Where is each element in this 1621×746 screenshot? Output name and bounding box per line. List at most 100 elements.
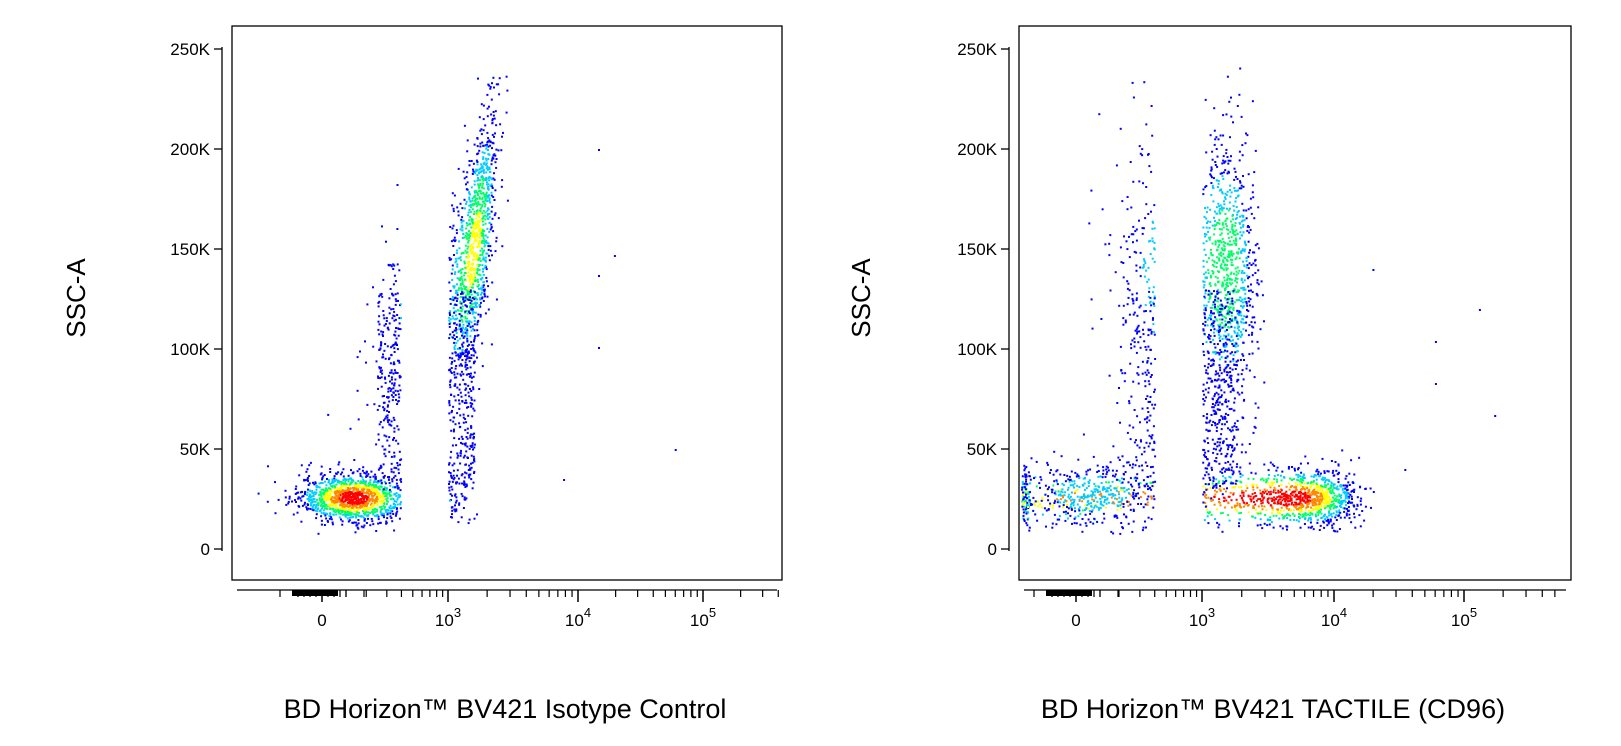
event-dot <box>483 266 486 269</box>
event-dot <box>1214 240 1217 243</box>
event-dot <box>452 307 455 310</box>
event-dot <box>1141 148 1144 151</box>
event-dot <box>1249 206 1252 209</box>
event-dot <box>465 320 467 323</box>
event-dot <box>287 502 290 505</box>
event-dot <box>1261 294 1264 297</box>
event-dot <box>1289 514 1292 517</box>
event-dot <box>344 504 347 507</box>
event-dot <box>482 215 485 218</box>
event-dot <box>1256 281 1259 284</box>
event-dot <box>382 492 385 495</box>
event-dot <box>1322 521 1325 524</box>
event-dot <box>475 255 478 258</box>
event-dot <box>456 265 459 268</box>
event-dot <box>377 438 380 441</box>
event-dot <box>348 485 351 488</box>
event-dot <box>312 498 315 500</box>
event-dot <box>1241 281 1244 284</box>
event-dot <box>1349 501 1352 504</box>
event-dot <box>476 211 479 213</box>
event-dot <box>371 503 374 506</box>
event-dot <box>464 383 467 386</box>
event-dot <box>465 175 468 178</box>
outlier-dot <box>674 449 677 451</box>
event-dot <box>478 171 481 174</box>
event-dot <box>1303 523 1306 525</box>
event-dot <box>338 511 340 513</box>
event-dot <box>1238 93 1241 96</box>
event-dot <box>1025 480 1027 483</box>
event-dot <box>1141 232 1144 235</box>
event-dot <box>378 405 381 407</box>
event-dot <box>350 482 353 485</box>
event-dot <box>1109 289 1112 292</box>
event-dot <box>1332 529 1335 532</box>
event-dot <box>448 312 451 315</box>
event-dot <box>1230 261 1233 264</box>
event-dot <box>1242 231 1245 234</box>
event-dot <box>451 298 454 301</box>
event-dot <box>1060 488 1063 491</box>
event-dot <box>461 348 464 351</box>
event-dot <box>1276 480 1279 483</box>
event-dot <box>468 464 471 467</box>
event-dot <box>1316 508 1319 511</box>
event-dot <box>390 494 393 497</box>
event-dot <box>486 295 489 298</box>
event-dot <box>350 469 352 472</box>
event-dot <box>1246 315 1249 318</box>
event-dot <box>397 400 400 403</box>
event-dot <box>378 500 381 503</box>
event-dot <box>466 364 468 367</box>
event-dot <box>451 204 454 207</box>
event-dot <box>379 511 382 514</box>
event-dot <box>1287 482 1290 485</box>
event-dot <box>475 214 478 217</box>
event-dot <box>300 520 303 523</box>
event-dot <box>1246 134 1249 137</box>
event-dot <box>475 231 478 234</box>
event-dot <box>459 309 462 312</box>
event-dot <box>1263 488 1266 491</box>
event-dot <box>399 463 401 466</box>
event-dot <box>1221 162 1224 165</box>
event-dot <box>1372 491 1375 493</box>
event-dot <box>1223 500 1226 503</box>
event-dot <box>479 213 482 216</box>
event-dot <box>1118 500 1121 503</box>
event-dot <box>1253 376 1256 379</box>
event-dot <box>312 500 315 503</box>
event-dot <box>460 319 463 321</box>
event-dot <box>471 487 474 490</box>
event-dot <box>1303 474 1305 477</box>
event-dot <box>1236 251 1238 254</box>
event-dot <box>1257 283 1260 286</box>
event-dot <box>331 496 334 499</box>
event-dot <box>470 286 473 289</box>
event-dot <box>477 287 480 290</box>
event-dot <box>492 177 495 180</box>
event-dot <box>467 262 470 265</box>
event-dot <box>1253 171 1256 174</box>
event-dot <box>394 293 397 296</box>
event-dot <box>460 492 463 495</box>
event-dot <box>1021 481 1024 483</box>
event-dot <box>495 166 498 169</box>
event-dot <box>1211 270 1214 272</box>
event-dot <box>1301 499 1304 502</box>
event-dot <box>1314 503 1317 506</box>
event-dot <box>455 376 458 379</box>
event-dot <box>1319 524 1322 527</box>
event-dot <box>459 296 462 299</box>
event-dot <box>392 396 395 398</box>
event-dot <box>1147 266 1150 269</box>
event-dot <box>360 480 362 483</box>
event-dot <box>323 505 326 508</box>
event-dot <box>1231 218 1234 221</box>
event-dot <box>385 492 388 495</box>
outlier-dot <box>598 347 600 349</box>
event-dot <box>484 312 487 315</box>
event-dot <box>461 345 464 348</box>
event-dot <box>483 152 486 155</box>
